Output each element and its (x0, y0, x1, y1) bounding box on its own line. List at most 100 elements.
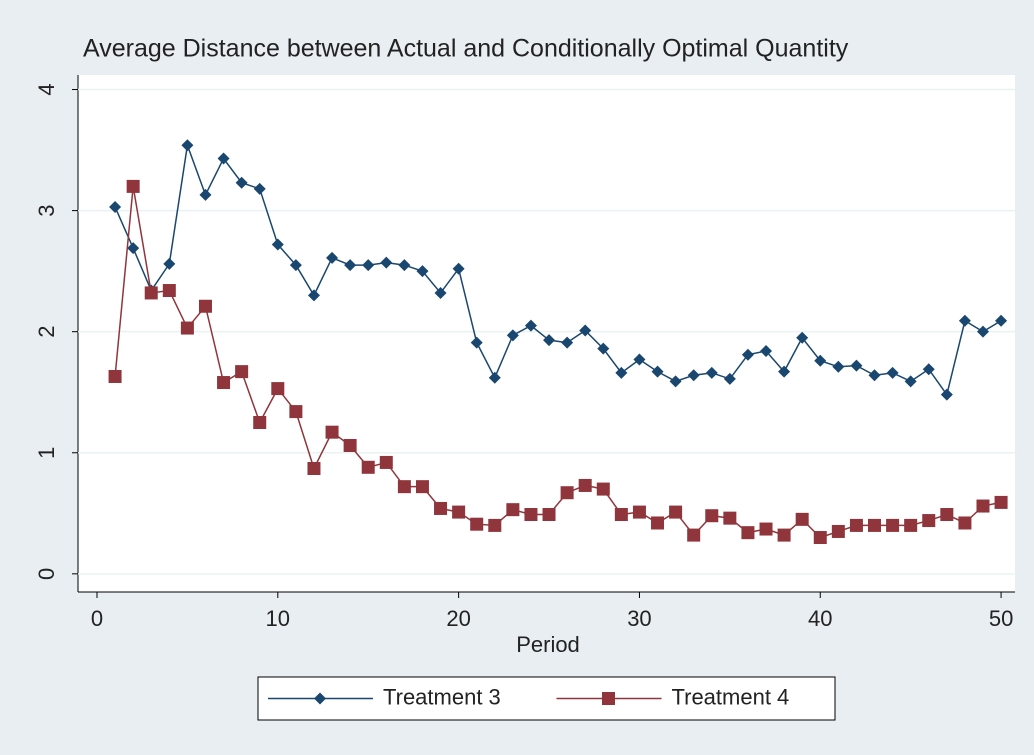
marker (795, 512, 809, 526)
marker (289, 405, 303, 419)
x-tick-label: 30 (627, 606, 651, 631)
marker (415, 480, 429, 494)
marker (162, 284, 176, 298)
marker (108, 369, 122, 383)
legend-label: Treatment 3 (383, 684, 501, 709)
y-tick-label: 3 (34, 204, 59, 216)
marker (777, 528, 791, 542)
marker (958, 314, 971, 327)
marker (488, 371, 501, 384)
marker (543, 334, 556, 347)
marker (705, 509, 719, 523)
marker (361, 460, 375, 474)
x-tick-label: 50 (989, 606, 1013, 631)
marker (307, 289, 320, 302)
marker (163, 257, 176, 270)
marker (199, 188, 212, 201)
marker (344, 259, 357, 272)
marker (796, 331, 809, 344)
marker (831, 524, 845, 538)
marker (198, 299, 212, 313)
x-axis-label: Period (516, 632, 580, 657)
marker (633, 353, 646, 366)
marker (253, 415, 267, 429)
y-tick-label: 2 (34, 326, 59, 338)
y-tick-label: 4 (34, 83, 59, 95)
marker (271, 382, 285, 396)
marker (416, 265, 429, 278)
marker (362, 259, 375, 272)
x-tick-label: 0 (91, 606, 103, 631)
marker (850, 359, 863, 372)
marker (506, 503, 520, 517)
marker (560, 486, 574, 500)
marker (669, 505, 683, 519)
marker (126, 179, 140, 193)
marker (994, 495, 1008, 509)
marker (289, 259, 302, 272)
marker (976, 325, 989, 338)
marker (579, 324, 592, 337)
marker (723, 372, 736, 385)
marker (814, 354, 827, 367)
marker (669, 375, 682, 388)
x-tick-label: 20 (446, 606, 470, 631)
marker (886, 518, 900, 532)
marker (922, 514, 936, 528)
marker (325, 425, 339, 439)
marker (397, 480, 411, 494)
marker (813, 531, 827, 545)
marker (886, 366, 899, 379)
legend-marker (602, 692, 615, 705)
marker (976, 499, 990, 513)
marker (524, 508, 538, 522)
marker (542, 508, 556, 522)
chart-title: Average Distance between Actual and Cond… (83, 35, 849, 63)
marker (615, 366, 628, 379)
marker (253, 182, 266, 195)
marker (597, 342, 610, 355)
marker (343, 438, 357, 452)
marker (687, 369, 700, 382)
legend-marker (314, 692, 326, 705)
marker (561, 336, 574, 349)
marker (434, 501, 448, 515)
marker (380, 256, 393, 269)
marker (904, 375, 917, 388)
marker (958, 516, 972, 530)
marker (868, 369, 881, 382)
marker (651, 365, 664, 378)
marker (217, 376, 231, 390)
marker (217, 152, 230, 165)
marker (723, 511, 737, 525)
marker (470, 336, 483, 349)
marker (596, 482, 610, 496)
marker (778, 365, 791, 378)
marker (470, 517, 484, 531)
marker (868, 518, 882, 532)
marker (127, 242, 140, 255)
marker (109, 200, 122, 213)
marker (326, 251, 339, 264)
marker (904, 518, 918, 532)
marker (307, 462, 321, 476)
marker (832, 360, 845, 373)
marker (687, 528, 701, 542)
marker (760, 345, 773, 358)
marker (235, 176, 248, 189)
legend-label: Treatment 4 (672, 684, 790, 709)
marker (524, 319, 537, 332)
marker (144, 286, 158, 300)
marker (181, 139, 194, 152)
marker (705, 366, 718, 379)
y-tick-label: 1 (34, 447, 59, 459)
marker (506, 329, 519, 342)
marker (922, 363, 935, 376)
marker (180, 321, 194, 335)
marker (614, 508, 628, 522)
marker (995, 314, 1008, 327)
x-tick-label: 10 (266, 606, 290, 631)
marker (235, 365, 249, 379)
